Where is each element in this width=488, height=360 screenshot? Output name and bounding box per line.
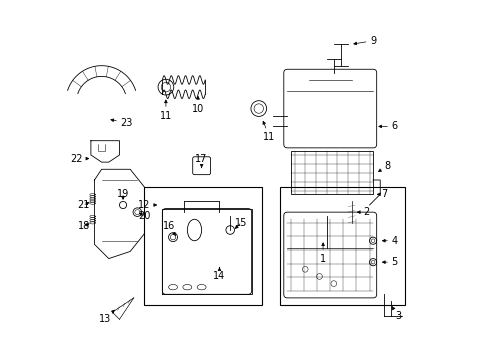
Text: 13: 13 xyxy=(99,310,114,324)
Text: 15: 15 xyxy=(234,218,246,229)
Text: 18: 18 xyxy=(78,221,90,231)
Text: 11: 11 xyxy=(263,121,275,142)
Text: 16: 16 xyxy=(163,221,175,235)
Text: 5: 5 xyxy=(382,257,397,267)
Text: 1: 1 xyxy=(319,243,325,264)
Text: 7: 7 xyxy=(377,189,386,199)
Text: 6: 6 xyxy=(378,121,397,131)
Text: 4: 4 xyxy=(382,236,397,246)
Text: 14: 14 xyxy=(213,267,225,282)
Text: 23: 23 xyxy=(111,118,133,128)
Text: 10: 10 xyxy=(192,96,204,113)
Text: 12: 12 xyxy=(138,200,156,210)
Text: 9: 9 xyxy=(353,36,375,46)
Text: 11: 11 xyxy=(160,100,172,121)
Text: 21: 21 xyxy=(78,200,90,210)
Text: 8: 8 xyxy=(378,161,389,172)
Text: 2: 2 xyxy=(357,207,368,217)
Text: 22: 22 xyxy=(70,154,88,163)
Text: 3: 3 xyxy=(391,307,400,321)
Text: 19: 19 xyxy=(117,189,129,199)
Text: 17: 17 xyxy=(195,154,207,168)
Text: 20: 20 xyxy=(138,211,150,221)
Bar xyxy=(290,152,372,194)
